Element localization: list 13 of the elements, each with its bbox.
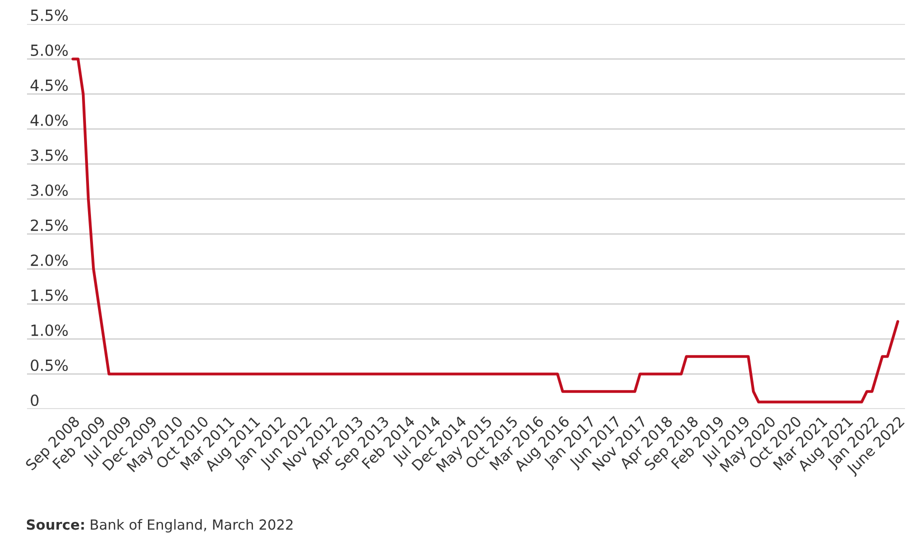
y-tick-label: 3.0% xyxy=(30,184,68,196)
y-tick-label: 1.0% xyxy=(31,324,68,336)
y-tick-label: 5.0% xyxy=(30,44,68,56)
y-tick-label: 0 xyxy=(30,394,38,406)
y-tick-label: 2.0% xyxy=(30,254,68,266)
y-tick-label: 2.5% xyxy=(30,219,68,232)
y-tick-label: 1.5% xyxy=(31,289,68,302)
source-note: Source: Bank of England, March 2022 xyxy=(26,519,293,533)
y-tick-label: 4.5% xyxy=(30,79,68,92)
y-tick-label: 3.5% xyxy=(30,149,68,162)
y-tick-label: 4.0% xyxy=(30,114,68,126)
y-tick-label: 5.5% xyxy=(30,9,68,22)
y-tick-label: 0.5% xyxy=(30,359,68,372)
